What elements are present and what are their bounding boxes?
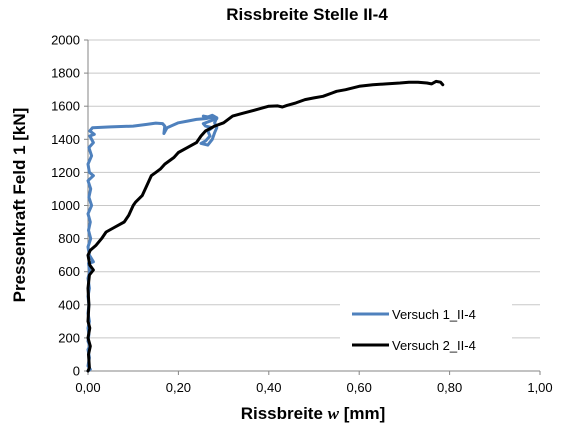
y-tick-label: 1600: [51, 99, 80, 114]
legend: Versuch 1_II-4 Versuch 2_II-4: [340, 298, 512, 362]
y-tick-label: 1400: [51, 132, 80, 147]
y-tick-label: 1000: [51, 198, 80, 213]
x-tick-label: 0,00: [75, 380, 100, 395]
legend-label-versuch-2: Versuch 2_II-4: [392, 338, 476, 353]
x-tick-labels: 0,00 0,20 0,40 0,60 0,80 1,00: [75, 371, 553, 395]
x-tick-label: 0,40: [256, 380, 281, 395]
y-tick-label: 0: [73, 364, 80, 379]
y-tick-label: 1800: [51, 66, 80, 81]
y-tick-label: 200: [58, 330, 80, 345]
y-tick-label: 600: [58, 264, 80, 279]
x-tick-label: 0,20: [166, 380, 191, 395]
y-tick-label: 2000: [51, 33, 80, 48]
y-tick-label: 800: [58, 231, 80, 246]
series-lines: [86, 79, 445, 373]
gridlines: [88, 39, 540, 339]
y-tick-labels: 0 200 400 600 800 1000 1200 1400 1600 1800 2000: [51, 33, 88, 379]
y-tick-label: 1200: [51, 165, 80, 180]
y-tick-label: 400: [58, 297, 80, 312]
series-line-2: [86, 79, 445, 373]
series-line-1: [86, 113, 219, 373]
chart-title: Rissbreite Stelle II-4: [226, 5, 388, 24]
legend-label-versuch-1: Versuch 1_II-4: [392, 307, 476, 322]
y-axis-label: Pressenkraft Feld 1 [kN]: [10, 108, 29, 303]
x-tick-label: 0,80: [437, 380, 462, 395]
x-tick-label: 0,60: [347, 380, 372, 395]
x-axis-label: Rissbreite w [mm]: [241, 404, 386, 423]
legend-box: [340, 298, 512, 362]
x-tick-label: 1,00: [527, 380, 552, 395]
